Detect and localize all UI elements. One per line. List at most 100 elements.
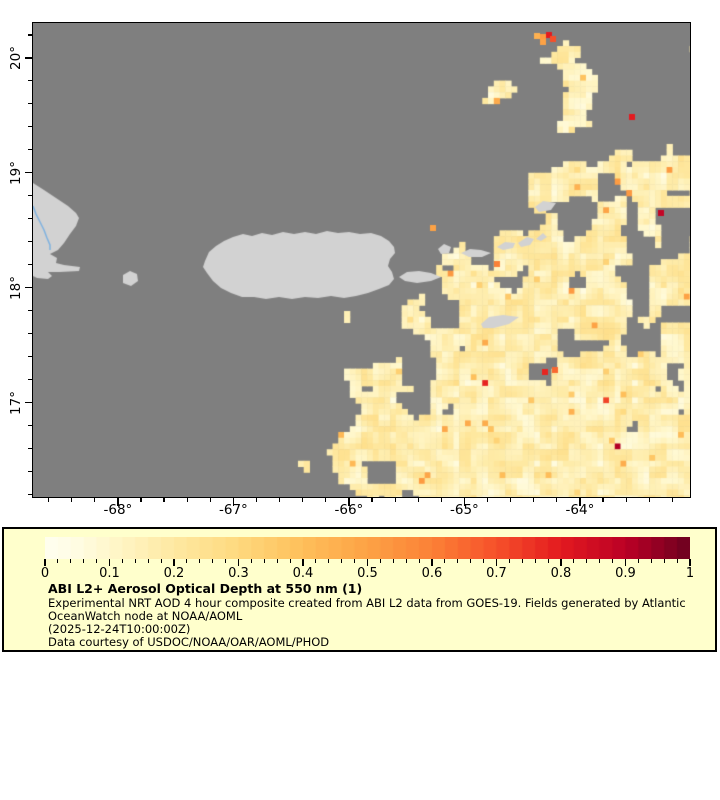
y-axis-major-tick bbox=[24, 286, 33, 289]
y-axis-minor-tick bbox=[28, 149, 33, 151]
colorbar-minor-tick bbox=[328, 559, 330, 563]
x-axis-minor-tick bbox=[279, 497, 281, 502]
legend-timestamp: (2025-12-24T10:00:00Z) bbox=[48, 622, 191, 636]
colorbar-minor-tick bbox=[650, 559, 652, 563]
colorbar-minor-tick bbox=[212, 559, 214, 563]
colorbar-minor-tick bbox=[354, 559, 356, 563]
x-axis-minor-tick bbox=[71, 497, 73, 502]
colorbar-major-tick bbox=[560, 559, 562, 566]
colorbar-major-tick bbox=[173, 559, 175, 566]
x-axis-minor-tick bbox=[533, 497, 535, 502]
colorbar-tick-label: 0.5 bbox=[357, 566, 378, 581]
colorbar-major-tick bbox=[44, 559, 46, 566]
colorbar-major-tick bbox=[237, 559, 240, 566]
x-axis-major-tick bbox=[348, 497, 350, 506]
colorbar-minor-tick bbox=[612, 559, 614, 563]
colorbar-minor-tick bbox=[147, 559, 149, 563]
y-axis-minor-tick bbox=[28, 218, 33, 220]
x-axis-minor-tick bbox=[440, 497, 442, 502]
colorbar-minor-tick bbox=[457, 559, 459, 563]
colorbar-minor-tick bbox=[483, 559, 485, 563]
y-axis-major-tick bbox=[24, 401, 33, 404]
colorbar-minor-tick bbox=[676, 559, 678, 563]
x-axis-major-tick bbox=[579, 497, 581, 506]
y-axis-minor-tick bbox=[28, 470, 33, 473]
aod-map-canvas bbox=[33, 23, 690, 497]
x-axis-major-tick bbox=[463, 497, 466, 506]
y-axis-label: 20° bbox=[8, 45, 24, 70]
legend-credit: Data courtesy of USDOC/NOAA/OAR/AOML/PHO… bbox=[48, 635, 330, 649]
x-axis-minor-tick bbox=[94, 497, 96, 502]
colorbar-minor-tick bbox=[521, 559, 523, 563]
y-axis-minor-tick bbox=[28, 447, 33, 450]
legend-title: ABI L2+ Aerosol Optical Depth at 550 nm … bbox=[48, 581, 363, 596]
x-axis-minor-tick bbox=[417, 497, 419, 502]
y-axis-minor-tick bbox=[28, 34, 33, 36]
x-axis-label: -65° bbox=[450, 502, 479, 518]
colorbar-minor-tick bbox=[70, 559, 72, 563]
colorbar-minor-tick bbox=[225, 559, 227, 563]
colorbar-minor-tick bbox=[547, 559, 549, 563]
y-axis-major-tick bbox=[24, 57, 33, 59]
colorbar-minor-tick bbox=[199, 559, 201, 563]
colorbar-tick-label: 1 bbox=[685, 566, 695, 581]
colorbar-minor-tick bbox=[418, 559, 420, 563]
x-axis-minor-tick bbox=[186, 497, 188, 502]
colorbar-minor-tick bbox=[405, 559, 407, 563]
colorbar-tick-label: 0.6 bbox=[421, 566, 443, 581]
colorbar-major-tick bbox=[624, 559, 627, 566]
colorbar-tick-label: 0.1 bbox=[99, 566, 120, 581]
colorbar-minor-tick bbox=[83, 559, 85, 563]
y-axis-minor-tick bbox=[28, 424, 33, 427]
x-axis-minor-tick bbox=[163, 497, 165, 502]
y-axis-major-tick bbox=[24, 172, 33, 174]
y-axis-label: 17° bbox=[8, 390, 24, 415]
colorbar-minor-tick bbox=[586, 559, 588, 563]
colorbar-major-tick bbox=[689, 559, 691, 566]
x-axis-minor-tick bbox=[140, 497, 142, 502]
x-axis-minor-tick bbox=[209, 497, 211, 502]
y-axis-minor-tick bbox=[28, 195, 33, 197]
colorbar-minor-tick bbox=[315, 559, 317, 563]
x-axis-minor-tick bbox=[510, 497, 512, 502]
y-axis-minor-tick bbox=[28, 126, 33, 128]
y-axis-minor-tick bbox=[28, 241, 33, 243]
y-axis-label: 18° bbox=[8, 275, 24, 300]
y-axis-minor-tick bbox=[28, 264, 33, 266]
x-axis-minor-tick bbox=[671, 497, 673, 502]
colorbar-minor-tick bbox=[637, 559, 639, 563]
colorbar-minor-tick bbox=[160, 559, 162, 563]
x-axis-minor-tick bbox=[302, 497, 304, 502]
colorbar-tick-label: 0.3 bbox=[228, 566, 249, 581]
colorbar-minor-tick bbox=[134, 559, 136, 563]
colorbar-tick-label: 0.9 bbox=[615, 566, 636, 581]
colorbar bbox=[45, 537, 690, 559]
x-axis-label: -68° bbox=[103, 502, 133, 518]
x-axis-major-tick bbox=[232, 497, 235, 506]
colorbar-tick-label: 0.2 bbox=[163, 566, 185, 581]
x-axis-minor-tick bbox=[625, 497, 627, 502]
colorbar-minor-tick bbox=[573, 559, 575, 563]
x-axis-minor-tick bbox=[394, 497, 396, 502]
x-axis-minor-tick bbox=[486, 497, 489, 502]
y-axis-minor-tick bbox=[28, 493, 33, 496]
y-axis-minor-tick bbox=[28, 80, 33, 82]
colorbar-minor-tick bbox=[508, 559, 510, 563]
x-axis-minor-tick bbox=[602, 497, 604, 502]
x-axis-minor-tick bbox=[325, 497, 327, 502]
x-axis-minor-tick bbox=[371, 497, 373, 502]
colorbar-minor-tick bbox=[392, 559, 394, 563]
colorbar-major-tick bbox=[366, 559, 369, 566]
x-axis-label: -64° bbox=[565, 502, 595, 518]
colorbar-tick-label: 0 bbox=[40, 566, 50, 581]
colorbar-minor-tick bbox=[121, 559, 123, 563]
colorbar-minor-tick bbox=[276, 559, 278, 563]
y-axis-minor-tick bbox=[28, 378, 33, 381]
x-axis-minor-tick bbox=[255, 497, 258, 502]
legend-panel: 0 0.1 0.2 0.3 0.4 0.5 0.6 0.7 0.8 0.9 1 ABI L2+ Ae… bbox=[2, 527, 717, 652]
colorbar-major-tick bbox=[108, 559, 111, 566]
y-axis-minor-tick bbox=[28, 103, 33, 105]
legend-description-line-2: OceanWatch node at NOAA/AOML bbox=[48, 609, 243, 623]
y-axis-minor-tick bbox=[28, 333, 33, 335]
